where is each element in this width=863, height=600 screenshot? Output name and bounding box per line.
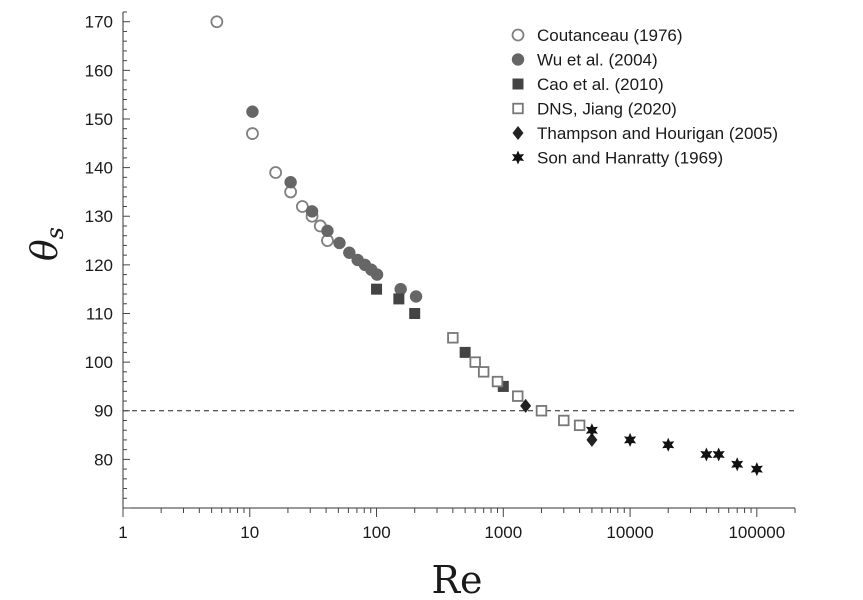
series-1 (246, 105, 423, 303)
data-point (210, 15, 224, 29)
legend-label: Wu et al. (2004) (537, 51, 658, 70)
legend-marker (512, 126, 524, 140)
x-tick-label: 10 (240, 523, 259, 542)
y-tick-label: 90 (94, 402, 113, 421)
data-point (477, 366, 490, 378)
data-point (371, 283, 383, 295)
y-axis-label-symbol: θ (25, 239, 66, 261)
legend-entry: Son and Hanratty (1969) (511, 149, 723, 168)
y-tick-label: 140 (85, 159, 113, 178)
data-point (295, 200, 309, 213)
data-point (409, 307, 421, 319)
data-point (321, 224, 334, 238)
legend-marker (512, 78, 524, 90)
data-point (284, 175, 297, 189)
series-4 (520, 398, 598, 447)
legend-entry: Thampson and Hourigan (2005) (512, 124, 778, 143)
y-axis-label-subscript: s (41, 227, 69, 239)
y-tick-label: 120 (85, 256, 113, 275)
legend-marker (511, 28, 525, 42)
marks-layer (210, 15, 763, 477)
legend-marker (511, 150, 525, 165)
x-tick-label: 100 (362, 523, 390, 542)
legend-entry: Cao et al. (2010) (512, 75, 664, 94)
data-point (305, 205, 319, 218)
legend-marker (511, 53, 525, 66)
data-point (586, 432, 598, 447)
legend-label: Coutanceau (1976) (537, 26, 683, 45)
data-point (712, 447, 725, 462)
data-point (535, 405, 548, 417)
y-tick-label: 160 (85, 61, 113, 80)
x-axis-label: Re (431, 558, 482, 600)
x-tick-label: 1000 (484, 523, 522, 542)
legend-label: DNS, Jiang (2020) (537, 100, 677, 119)
data-point (269, 166, 283, 179)
y-axis-label: θs (25, 227, 69, 261)
x-tick-label: 10000 (606, 523, 653, 542)
legend-label: Son and Hanratty (1969) (537, 149, 723, 168)
data-point (393, 293, 405, 305)
y-tick-label: 130 (85, 207, 113, 226)
series-2 (371, 283, 509, 392)
legend: Coutanceau (1976) Wu et al. (2004) Cao et … (511, 26, 778, 168)
y-tick-label: 110 (86, 304, 113, 323)
axis-labels: Re θs (25, 227, 483, 600)
data-point (409, 290, 423, 303)
data-point (558, 414, 570, 427)
data-point (343, 246, 356, 259)
data-point (731, 457, 744, 472)
data-point (469, 356, 481, 368)
series-3 (447, 332, 586, 432)
legend-entry: Coutanceau (1976) (511, 26, 683, 45)
data-point (447, 332, 459, 344)
y-tick-label: 150 (85, 110, 113, 129)
y-tick-label: 170 (85, 13, 113, 32)
data-point (394, 282, 407, 296)
y-tick-label: 100 (85, 353, 113, 372)
data-point (662, 437, 675, 452)
data-point (459, 346, 471, 358)
data-point (370, 268, 384, 281)
x-tick-label: 1 (118, 523, 127, 542)
legend-entry: Wu et al. (2004) (511, 51, 658, 70)
data-point (497, 380, 509, 392)
data-point (700, 447, 713, 462)
data-point (333, 236, 346, 250)
legend-label: Thampson and Hourigan (2005) (537, 124, 778, 143)
legend-marker (512, 102, 524, 115)
data-point (520, 398, 532, 413)
x-tick-label: 100000 (728, 523, 785, 542)
legend-entry: DNS, Jiang (2020) (512, 100, 677, 119)
data-point (573, 419, 586, 432)
data-point (624, 432, 637, 447)
legend-label: Cao et al. (2010) (537, 75, 664, 94)
data-point (512, 390, 524, 402)
series-5 (585, 423, 763, 477)
y-tick-label: 80 (94, 450, 113, 469)
data-point (246, 127, 259, 140)
data-point (585, 423, 598, 438)
data-point (246, 105, 259, 118)
data-point (491, 375, 504, 388)
data-point (750, 462, 763, 477)
